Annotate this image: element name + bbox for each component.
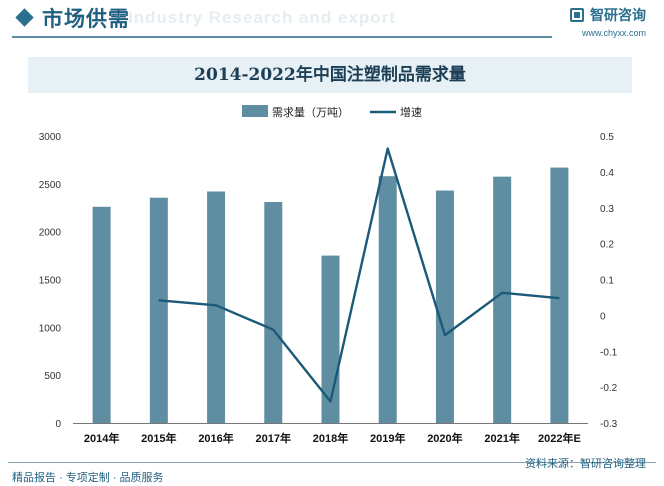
y-right-tick-label: 0.2 [600,240,614,251]
brand-url: www.chyxx.com [581,28,646,38]
y-right-tick-label: -0.3 [600,419,618,430]
section-title: 市场供需 [42,8,130,31]
x-tick-label: 2022年E [538,431,581,445]
bar-demand [435,190,454,423]
y-left-tick-label: 1500 [39,276,62,287]
y-left-tick-label: 2500 [39,180,62,191]
growth-line [158,147,560,403]
header-watermark: Industry Research and export [128,8,396,27]
x-tick-label: 2018年 [313,431,348,445]
y-right-tick-label: 0.1 [600,276,614,287]
y-right-tick-label: 0.4 [600,168,614,179]
bar-demand [92,206,111,423]
brand-logo-icon [570,8,584,22]
footer-source: 资料来源：智研咨询整理 [525,458,646,470]
bar-demand [378,176,397,423]
chart-title-band: 2014-2022年中国注塑制品需求量 [28,57,632,93]
y-right-tick-label: 0.3 [600,204,614,215]
legend-bar-label: 需求量（万吨） [272,106,349,119]
y-right-tick-label: 0.5 [600,132,614,143]
bar-demand [264,202,283,423]
y-left-tick-label: 500 [44,371,61,382]
x-tick-label: 2015年 [141,431,176,445]
brand: 智研咨询 [570,6,646,24]
brand-name: 智研咨询 [590,7,646,23]
footer-divider [8,462,656,463]
footer-tagline: 精品报告 · 专项定制 · 品质服务 [12,472,164,484]
legend-line-label: 增速 [400,105,422,119]
bar-demand [149,197,168,423]
x-tick-label: 2019年 [370,431,405,445]
y-left-tick-label: 1000 [39,323,62,334]
y-left-tick-label: 2000 [39,228,62,239]
x-tick-label: 2016年 [198,431,233,445]
bar-demand [207,191,226,423]
bar-demand [550,167,569,423]
x-tick-label: 2017年 [256,431,291,445]
bar-demand [493,176,512,423]
y-right-tick-label: -0.1 [600,347,618,358]
legend-bar-swatch [242,105,268,117]
y-right-tick-label: -0.2 [600,383,618,394]
x-tick-label: 2021年 [484,431,519,445]
x-tick-label: 2020年 [427,431,462,445]
x-tick-label: 2014年 [84,431,119,445]
y-left-tick-label: 0 [55,419,61,430]
chart-title: 2014-2022年中国注塑制品需求量 [194,65,466,85]
header-divider [12,36,552,38]
y-right-tick-label: 0 [600,311,606,322]
header: 市场供需 Industry Research and export 智研咨询 w… [0,0,664,40]
y-left-tick-label: 3000 [39,132,62,143]
